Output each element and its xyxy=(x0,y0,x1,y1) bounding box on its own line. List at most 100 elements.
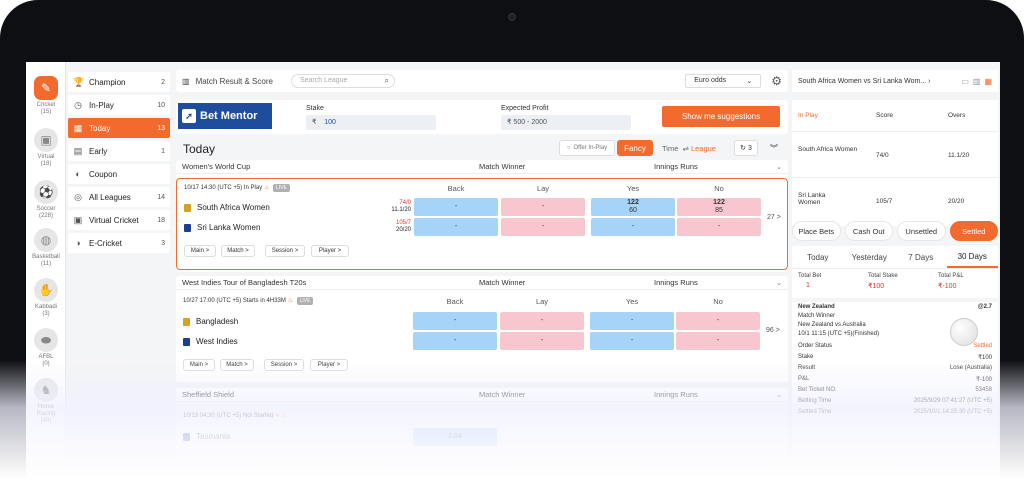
calendar-icon: ▤ xyxy=(73,145,83,156)
lay-odds-cell[interactable]: - xyxy=(501,198,585,216)
more-markets-link[interactable]: 27 > xyxy=(767,214,781,221)
rail-afbl[interactable]: ⬬ AFBL (0) xyxy=(28,328,64,368)
sort-toggle[interactable]: Time ⇌ League xyxy=(662,144,716,153)
match-meta: 10/17 14:30 (UTC +5) In Play ♨ LIVE xyxy=(184,184,290,192)
tag-session[interactable]: Session > xyxy=(264,359,304,371)
team-row: Sri Lanka Women xyxy=(184,223,260,232)
scoreboard-row: Sri Lanka Women 105/7 20/20 xyxy=(792,178,998,226)
tab-today[interactable]: Today xyxy=(807,252,829,262)
sort-time: Time xyxy=(662,144,679,153)
back-odds-cell[interactable]: - xyxy=(414,218,498,236)
fire-icon: ♨ xyxy=(287,298,293,304)
scoreboard-header: In Play Score Overs xyxy=(792,100,998,132)
menu-item-champion[interactable]: 🏆 Champion 2 xyxy=(68,72,170,92)
back-odds-cell[interactable]: - xyxy=(414,198,498,216)
gear-icon[interactable]: ⚙ xyxy=(771,74,782,88)
back-odds-cell[interactable]: - xyxy=(413,332,497,350)
ball-icon: ◑ xyxy=(75,238,81,248)
rail-label: Kabbadi xyxy=(34,304,58,310)
rail-count: (40) xyxy=(40,418,52,424)
rail-basketball[interactable]: ◍ Basketball (11) xyxy=(28,228,64,268)
scoreboard-row: South Africa Women 74/0 11.1/20 xyxy=(792,132,998,178)
tag-session[interactable]: Session > xyxy=(265,245,305,257)
tag-match[interactable]: Match > xyxy=(221,245,255,257)
yes-odds-cell[interactable]: - xyxy=(590,312,674,330)
match-title: South Africa Women vs Sri Lanka Wom... xyxy=(798,77,927,85)
league-header[interactable]: West Indies Tour of Bangladesh T20s Match… xyxy=(176,276,788,290)
refresh-button[interactable]: ↻ 3 xyxy=(734,140,758,156)
lay-odds-cell[interactable]: - xyxy=(500,312,584,330)
team-row: South Africa Women xyxy=(184,203,270,212)
profit-input[interactable]: ₹ 500 - 2000 xyxy=(501,115,631,130)
rail-horse-racing[interactable]: ♞ Horse Racing (40) xyxy=(28,378,64,425)
detail-value: ₹-100 xyxy=(976,377,992,383)
total-bet: Total Bet 1 xyxy=(798,273,821,289)
tag-player[interactable]: Player > xyxy=(311,245,349,257)
menu-count: 10 xyxy=(157,101,165,109)
chart-icon[interactable]: ▥ xyxy=(972,76,981,86)
menu-label: Virtual Cricket xyxy=(89,215,139,225)
rail-count: (11) xyxy=(40,261,52,267)
rail-soccer[interactable]: ⚽ Soccer (228) xyxy=(28,180,64,220)
match-card[interactable]: 10/17 14:30 (UTC +5) In Play ♨ LIVE Back… xyxy=(176,178,788,270)
tag-main[interactable]: Main > xyxy=(183,359,215,371)
fancy-button[interactable]: Fancy xyxy=(617,140,653,156)
yes-odds-cell[interactable]: - xyxy=(591,218,675,236)
app-screen: ✎ Cricket (15) ▣ Virtual (18) ⚽ Soccer (228) ◍… xyxy=(26,62,1000,479)
rail-virtual[interactable]: ▣ Virtual (18) xyxy=(28,128,64,168)
rail-count: (3) xyxy=(42,311,50,317)
menu-item-today[interactable]: ▦ Today 13 xyxy=(68,118,170,138)
search-input[interactable]: Search League ⌕ xyxy=(290,74,395,88)
bet-detail-row: Stake ₹100 xyxy=(798,354,992,361)
suggest-button[interactable]: Show me suggestions xyxy=(662,106,780,127)
menu-count: 14 xyxy=(157,193,165,201)
rail-cricket[interactable]: ✎ Cricket (15) xyxy=(28,76,64,116)
no-odds-cell[interactable]: 122 85 xyxy=(677,198,761,216)
yes-odds-cell[interactable]: 122 60 xyxy=(591,198,675,216)
more-markets-link[interactable]: 96 > xyxy=(766,327,780,334)
market-filter[interactable]: Match Result & Score xyxy=(195,76,273,86)
no-odds-cell[interactable]: - xyxy=(677,218,761,236)
tab-unsettled[interactable]: Unsettled xyxy=(897,221,946,241)
league-name: Sheffield Shield xyxy=(182,390,234,399)
menu-item-e-cricket[interactable]: ◑ E-Cricket 3 xyxy=(68,233,170,253)
bet-detail-row: Order Status Settled xyxy=(798,343,992,349)
tab-yesterday[interactable]: Yesterday xyxy=(851,252,887,262)
no-odds-cell[interactable]: - xyxy=(676,332,760,350)
no-odds-cell[interactable]: - xyxy=(676,312,760,330)
tab-30-days[interactable]: 30 Days xyxy=(946,246,998,268)
stake-input[interactable]: ₹ 100 xyxy=(306,115,436,130)
yes-odds-cell[interactable]: - xyxy=(590,332,674,350)
league-header[interactable]: Women's World Cup Match Winner Innings Run… xyxy=(176,160,788,174)
match-card[interactable]: 10/27 17:00 (UTC +5) Starts in 4H33M ♨ L… xyxy=(176,292,788,380)
tv-icon[interactable]: ▭ xyxy=(961,76,969,86)
menu-item-early[interactable]: ▤ Early 1 xyxy=(68,141,170,161)
rail-kabbadi[interactable]: ✋ Kabbadi (3) xyxy=(28,278,64,318)
tab-7-days[interactable]: 7 Days xyxy=(908,252,934,262)
tag-match[interactable]: Match > xyxy=(220,359,254,371)
lay-odds-cell[interactable]: - xyxy=(501,218,585,236)
fire-icon: ♨ xyxy=(263,185,270,191)
coupon-icon: ◐ xyxy=(75,169,81,179)
tag-main[interactable]: Main > xyxy=(184,245,216,257)
offer-in-play-toggle[interactable]: ○ Offer In-Play xyxy=(559,140,615,156)
league-header[interactable]: Sheffield Shield Match Winner Innings Runs… xyxy=(176,388,788,402)
tab-cash-out[interactable]: Cash Out xyxy=(844,221,893,241)
tab-place-bets[interactable]: Place Bets xyxy=(792,221,841,241)
menu-item-all-leagues[interactable]: ◎ All Leagues 14 xyxy=(68,187,170,207)
back-odds-cell[interactable]: 2.04 xyxy=(413,428,497,446)
menu-item-in-play[interactable]: ◷ In-Play 10 xyxy=(68,95,170,115)
match-selector[interactable]: South Africa Women vs Sri Lanka Wom... ›… xyxy=(792,70,998,92)
col-score: Score xyxy=(876,112,893,119)
menu-item-virtual-cricket[interactable]: ▣ Virtual Cricket 18 xyxy=(68,210,170,230)
scoreboard-icon[interactable]: ▦ xyxy=(984,76,992,86)
collapse-all-icon[interactable]: ︾ xyxy=(770,143,778,153)
tag-player[interactable]: Player > xyxy=(310,359,348,371)
back-odds-cell[interactable]: - xyxy=(413,312,497,330)
lay-odds-cell[interactable]: - xyxy=(500,332,584,350)
menu-item-coupon[interactable]: ◐ Coupon xyxy=(68,164,170,184)
star-icon: ★ xyxy=(274,413,281,419)
odds-select[interactable]: Euro odds ⌄ xyxy=(685,74,762,88)
tab-settled[interactable]: Settled xyxy=(949,221,998,241)
team-name: Bangladesh xyxy=(196,317,239,326)
